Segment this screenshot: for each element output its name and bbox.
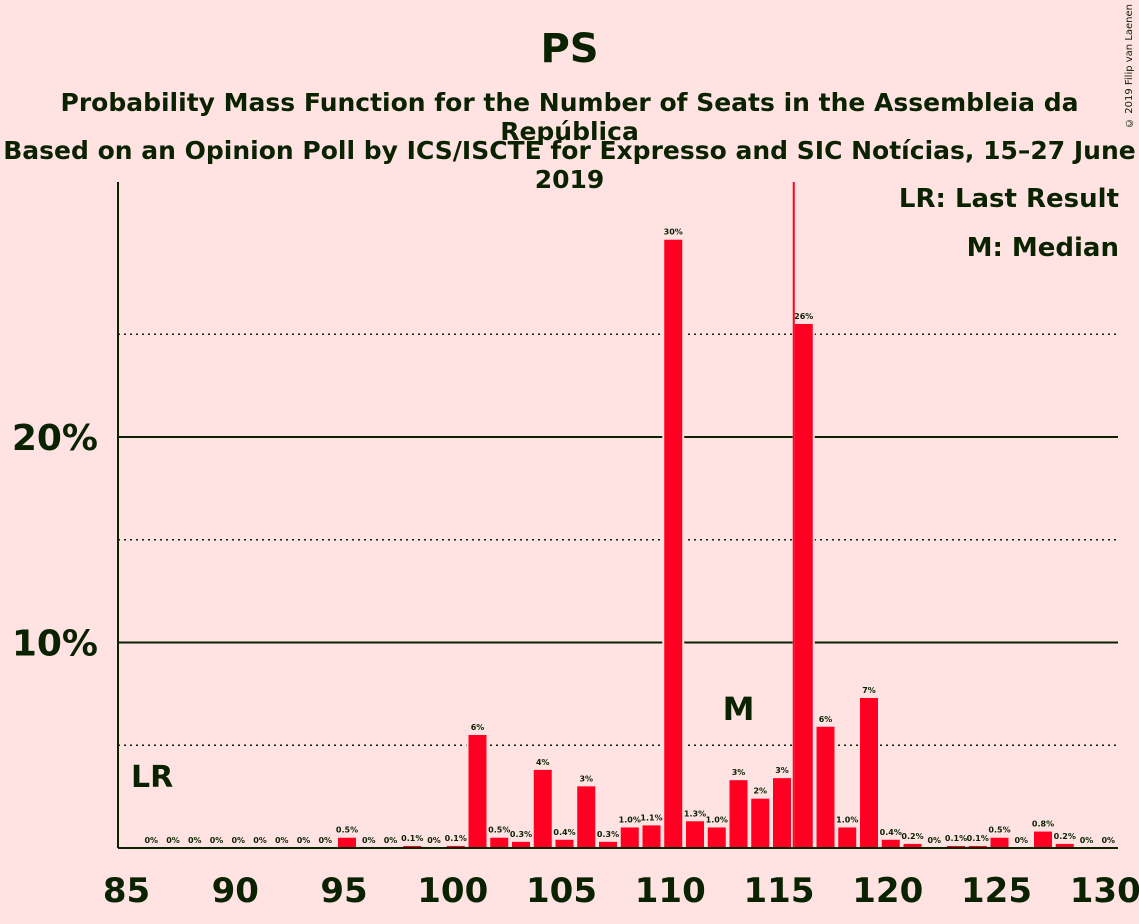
- bar-value-label: 0%: [927, 836, 941, 845]
- median-marker: M: [723, 690, 755, 728]
- bar: [773, 778, 791, 848]
- bar-value-label: 0.4%: [880, 828, 902, 837]
- bar-value-label: 0%: [188, 836, 202, 845]
- bar-value-label: 0%: [427, 836, 441, 845]
- bar-value-label: 3%: [775, 766, 789, 775]
- bar-value-label: 0.2%: [1054, 832, 1076, 841]
- bar: [947, 845, 965, 848]
- chart-subtitle-pmf: Probability Mass Function for the Number…: [60, 88, 1079, 146]
- bar-value-label: 0.1%: [945, 834, 967, 843]
- bar: [533, 769, 552, 848]
- legend-last-result: LR: Last Result: [898, 184, 1119, 214]
- bar-value-label: 2%: [753, 787, 767, 796]
- bar-value-label: 0%: [210, 836, 224, 845]
- bar: [838, 827, 857, 848]
- bar: [577, 786, 596, 848]
- bar-value-label: 26%: [794, 312, 813, 321]
- bar-value-label: 0%: [1101, 836, 1115, 845]
- bar: [490, 837, 509, 848]
- x-tick-label: 90: [212, 871, 259, 911]
- bar-value-label: 3%: [579, 774, 593, 783]
- bar: [968, 845, 987, 848]
- bar-value-label: 7%: [862, 686, 876, 695]
- last-result-marker: LR: [131, 760, 173, 795]
- x-tick-label: 85: [103, 871, 150, 911]
- bar: [446, 845, 465, 848]
- bar-value-label: 6%: [819, 715, 833, 724]
- legend-median: M: Median: [966, 233, 1119, 263]
- x-tick-label: 130: [1070, 871, 1139, 911]
- bar: [707, 827, 726, 848]
- bar-value-label: 1.1%: [640, 813, 662, 822]
- bar-value-label: 30%: [664, 228, 683, 237]
- bar-value-label: 4%: [536, 758, 550, 767]
- bar-value-label: 1.3%: [684, 809, 706, 818]
- bar-value-label: 0%: [166, 836, 180, 845]
- bar: [990, 837, 1009, 848]
- bar-value-label: 0.3%: [597, 830, 619, 839]
- bar-value-label: 0%: [144, 836, 158, 845]
- x-tick-label: 125: [961, 871, 1032, 911]
- x-tick-label: 95: [320, 871, 367, 911]
- bar-value-label: 0%: [253, 836, 267, 845]
- bar-value-label: 0%: [1080, 836, 1094, 845]
- bar-value-label: 3%: [732, 768, 746, 777]
- bar-value-label: 1.0%: [706, 815, 728, 824]
- bar: [664, 239, 683, 849]
- bar: [686, 821, 704, 848]
- bar: [642, 825, 661, 848]
- bar-value-label: 1.0%: [619, 815, 641, 824]
- bar-value-label: 0.5%: [336, 826, 358, 835]
- bar-value-label: 0%: [231, 836, 245, 845]
- bar: [729, 780, 748, 848]
- bar: [860, 697, 878, 848]
- x-tick-label: 105: [526, 871, 597, 911]
- bar: [881, 839, 900, 848]
- bar-value-label: 0.1%: [445, 834, 467, 843]
- bar-value-label: 0%: [275, 836, 289, 845]
- bar: [620, 827, 639, 848]
- bar: [1055, 843, 1074, 848]
- bar-value-label: 0.1%: [967, 834, 989, 843]
- bar-value-label: 0.2%: [901, 832, 923, 841]
- bar: [512, 841, 530, 848]
- grid-lines: [118, 333, 1118, 746]
- bar-value-label: 0%: [1014, 836, 1028, 845]
- x-tick-label: 110: [635, 871, 706, 911]
- bar-value-label: 0.1%: [401, 834, 423, 843]
- bar-value-label: 0.4%: [553, 828, 575, 837]
- bar-value-label: 0.5%: [488, 826, 510, 835]
- bar: [403, 845, 422, 848]
- bar: [338, 837, 356, 848]
- bar-value-label: 1.0%: [836, 815, 858, 824]
- axes: 10% 20% LR M 85 90 95 100 105 110 115 120 125 130: [12, 182, 1139, 911]
- bar-value-label: 0.5%: [988, 826, 1010, 835]
- bar: [794, 323, 813, 849]
- bar: [903, 843, 922, 848]
- bar: [816, 726, 835, 848]
- bar-labels: 0% 0% 0% 0% 0% 0% 0% 0% 0%0.5%0% 0% 0.1% 0% 0.1%6%0.…: [144, 228, 1115, 845]
- y-tick-label: 10%: [12, 624, 98, 665]
- bar-value-label: 6%: [471, 723, 485, 732]
- bar-value-label: 0%: [297, 836, 311, 845]
- bar: [555, 839, 574, 848]
- chart-subtitle-poll: Based on an Opinion Poll by ICS/ISCTE fo…: [3, 136, 1136, 194]
- bar-value-label: 0%: [384, 836, 398, 845]
- bars: [336, 237, 1076, 849]
- bar-value-label: 0%: [362, 836, 376, 845]
- bar: [751, 798, 770, 848]
- x-tick-label: 100: [417, 871, 488, 911]
- x-tick-label: 120: [852, 871, 923, 911]
- bar: [1034, 831, 1052, 848]
- bar-value-label: 0.3%: [510, 830, 532, 839]
- bar-value-label: 0.8%: [1032, 820, 1054, 829]
- chart-title: PS: [540, 26, 599, 72]
- bar: [599, 841, 617, 848]
- bar: [468, 734, 487, 848]
- x-tick-label: 115: [744, 871, 815, 911]
- bar-value-label: 0%: [318, 836, 332, 845]
- y-tick-label: 20%: [12, 418, 98, 459]
